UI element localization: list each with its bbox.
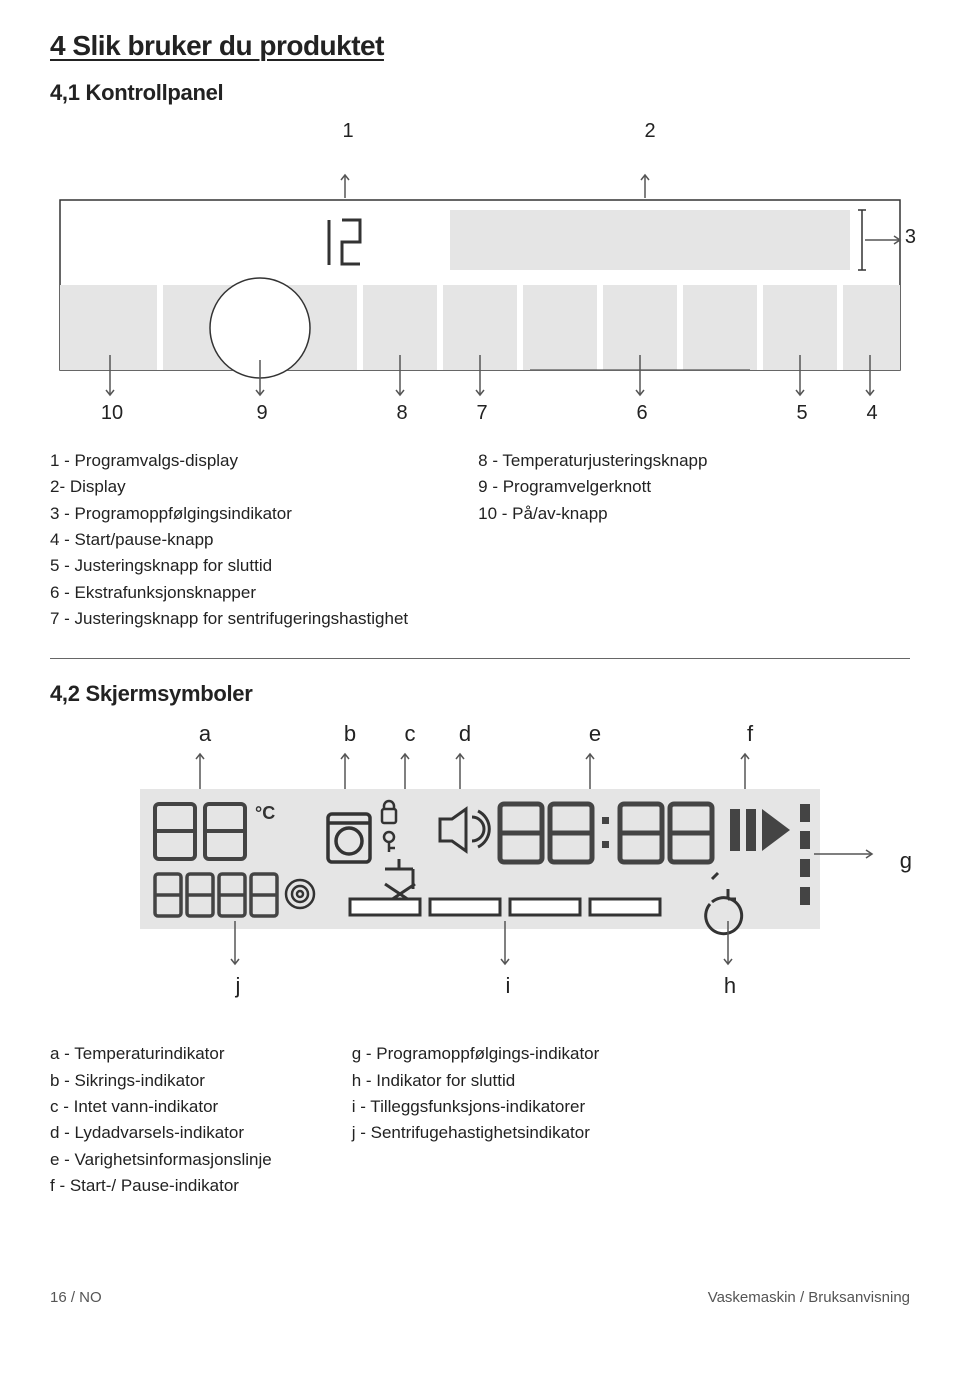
label-1: 1	[342, 120, 353, 143]
label-4: 4	[866, 402, 877, 425]
panel-diagram: 3	[50, 170, 910, 400]
legend-item: d - Lydadvarsels-indikator	[50, 1120, 272, 1146]
symbols-svg: °C	[50, 749, 910, 969]
legend-item: 7 - Justeringsknapp for sentrifugeringsh…	[50, 606, 408, 632]
symbol-legend-right: g - Programoppfølgings-indikator h - Ind…	[352, 1041, 600, 1199]
symbols-diagram: °C	[50, 749, 910, 969]
legend-item: 1 - Programvalgs-display	[50, 448, 408, 474]
symbols-bottom-letters: j i h	[50, 973, 910, 1003]
letter-c: c	[405, 721, 416, 747]
panel-legend-left: 1 - Programvalgs-display 2- Display 3 - …	[50, 448, 408, 632]
panel-svg	[50, 170, 910, 400]
panel-legend-right: 8 - Temperaturjusteringsknapp 9 - Progra…	[478, 448, 707, 632]
letter-j: j	[236, 973, 241, 999]
legend-item: b - Sikrings-indikator	[50, 1068, 272, 1094]
legend-item: e - Varighetsinformasjonslinje	[50, 1147, 272, 1173]
symbols-top-letters: a b c d e f	[50, 721, 910, 749]
letter-e: e	[589, 721, 601, 747]
label-8: 8	[396, 402, 407, 425]
letter-d: d	[459, 721, 471, 747]
label-9: 9	[256, 402, 267, 425]
subhead-panel: 4,1 Kontrollpanel	[50, 80, 910, 106]
section-title: 4 Slik bruker du produktet	[50, 30, 910, 62]
label-2: 2	[644, 120, 655, 143]
letter-h: h	[724, 973, 736, 999]
label-10: 10	[101, 402, 123, 425]
letter-i: i	[506, 973, 511, 999]
legend-item: g - Programoppfølgings-indikator	[352, 1041, 600, 1067]
svg-text:°C: °C	[255, 803, 275, 823]
symbol-legend: a - Temperaturindikator b - Sikrings-ind…	[50, 1041, 910, 1199]
legend-item: 4 - Start/pause-knapp	[50, 527, 408, 553]
label-7: 7	[476, 402, 487, 425]
legend-item: 8 - Temperaturjusteringsknapp	[478, 448, 707, 474]
legend-item: a - Temperaturindikator	[50, 1041, 272, 1067]
label-6: 6	[636, 402, 647, 425]
subhead-symbols: 4,2 Skjermsymboler	[50, 681, 910, 707]
letter-b: b	[344, 721, 356, 747]
legend-item: 2- Display	[50, 474, 408, 500]
legend-item: f - Start-/ Pause-indikator	[50, 1173, 272, 1199]
label-5: 5	[796, 402, 807, 425]
legend-item: 6 - Ekstrafunksjonsknapper	[50, 580, 408, 606]
footer-right: Vaskemaskin / Bruksanvisning	[708, 1289, 910, 1306]
label-3: 3	[905, 226, 916, 249]
legend-item: j - Sentrifugehastighetsindikator	[352, 1120, 600, 1146]
legend-item: h - Indikator for sluttid	[352, 1068, 600, 1094]
panel-legend: 1 - Programvalgs-display 2- Display 3 - …	[50, 448, 910, 632]
symbol-legend-left: a - Temperaturindikator b - Sikrings-ind…	[50, 1041, 272, 1199]
letter-g: g	[900, 848, 912, 874]
footer-left: 16 / NO	[50, 1289, 102, 1306]
divider	[50, 658, 910, 659]
legend-item: 5 - Justeringsknapp for sluttid	[50, 553, 408, 579]
legend-item: c - Intet vann-indikator	[50, 1094, 272, 1120]
legend-item: 9 - Programvelgerknott	[478, 474, 707, 500]
panel-top-label-row: 1 2	[50, 120, 910, 146]
legend-item: i - Tilleggsfunksjons-indikatorer	[352, 1094, 600, 1120]
letter-f: f	[747, 721, 753, 747]
page-footer: 16 / NO Vaskemaskin / Bruksanvisning	[50, 1279, 910, 1306]
panel-bottom-label-row: 10 9 8 7 6 5 4	[50, 402, 910, 428]
legend-item: 10 - På/av-knapp	[478, 501, 707, 527]
letter-a: a	[199, 721, 211, 747]
legend-item: 3 - Programoppfølgingsindikator	[50, 501, 408, 527]
